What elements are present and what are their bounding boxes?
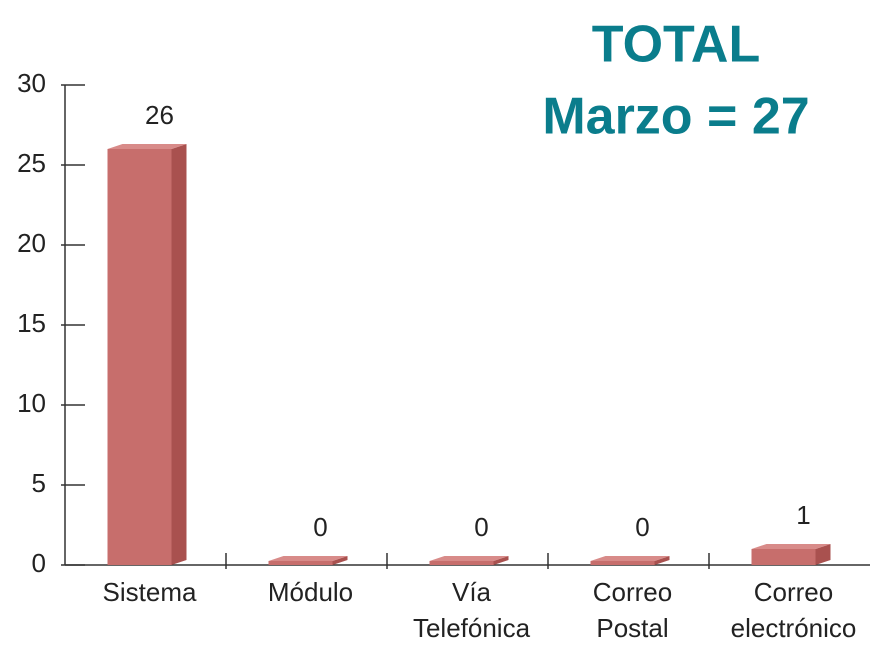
- bar: [590, 561, 655, 565]
- bar-top: [268, 556, 348, 561]
- bar-side: [654, 556, 670, 565]
- chart-title: Marzo = 27: [542, 88, 809, 146]
- bar-side: [493, 556, 509, 565]
- bar: [107, 149, 172, 565]
- value-label: 0: [474, 512, 488, 542]
- x-tick-label: Correo electrónico: [731, 577, 857, 643]
- bar-top: [751, 544, 831, 549]
- chart-title: TOTAL: [592, 16, 761, 74]
- x-tick-label: Módulo: [268, 577, 353, 607]
- bar-side: [171, 144, 187, 565]
- bar-top: [590, 556, 670, 561]
- y-tick-label: 10: [17, 388, 46, 418]
- y-tick-label: 20: [17, 228, 46, 258]
- value-label: 1: [796, 500, 810, 530]
- x-tick-label: Vía Telefónica: [413, 577, 531, 643]
- y-tick-label: 5: [32, 468, 46, 498]
- bar-side: [332, 556, 348, 565]
- y-tick-label: 30: [17, 68, 46, 98]
- bar-side: [815, 544, 831, 565]
- x-tick-label: Correo Postal: [593, 577, 672, 643]
- y-tick-label: 25: [17, 148, 46, 178]
- bar: [751, 549, 816, 565]
- x-tick-label: Sistema: [103, 577, 197, 607]
- value-label: 0: [635, 512, 649, 542]
- bar-top: [107, 144, 187, 149]
- value-label: 26: [145, 100, 174, 130]
- bar-top: [429, 556, 509, 561]
- bar: [429, 561, 494, 565]
- value-label: 0: [313, 512, 327, 542]
- bar: [268, 561, 333, 565]
- y-tick-label: 0: [32, 548, 46, 578]
- y-tick-label: 15: [17, 308, 46, 338]
